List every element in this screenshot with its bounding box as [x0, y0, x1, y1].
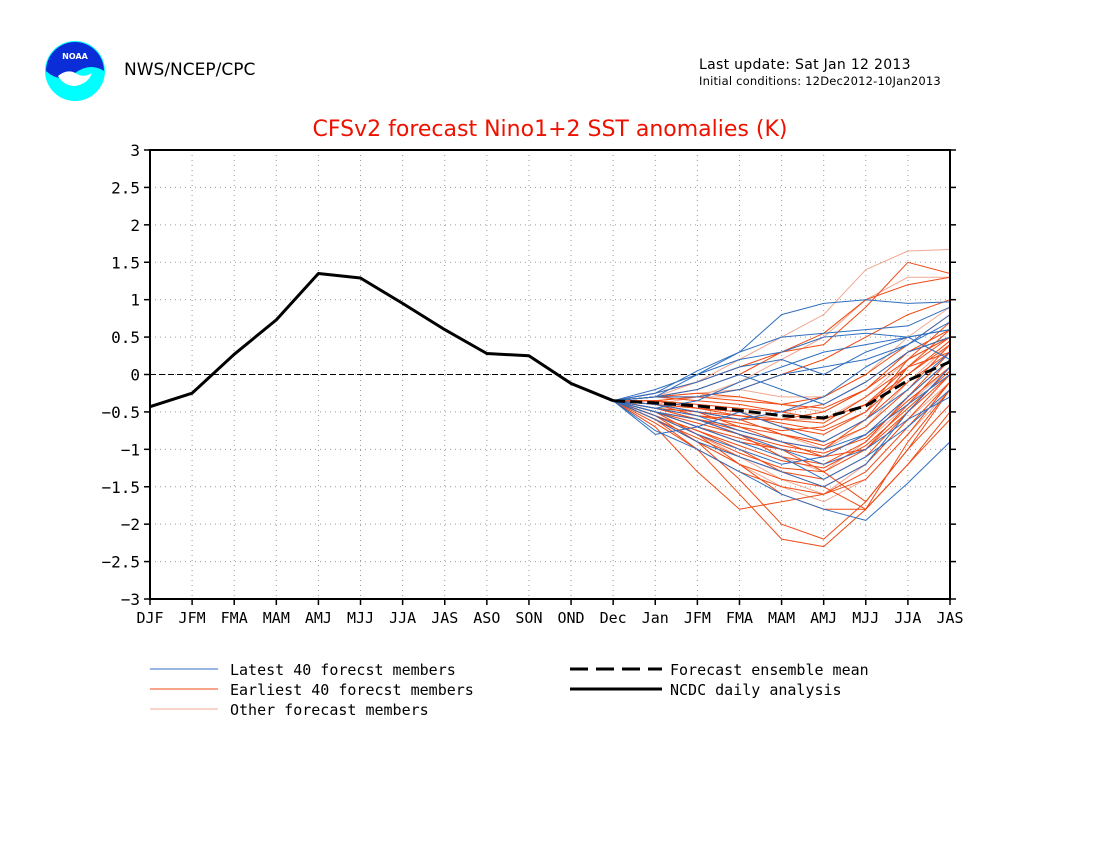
- x-tick-label: JAS: [431, 609, 458, 627]
- legend-label: Forecast ensemble mean: [670, 661, 869, 679]
- latest-member-line: [613, 321, 951, 420]
- x-tick-label: SON: [515, 609, 542, 627]
- last-update-text: Last update: Sat Jan 12 2013: [699, 57, 911, 73]
- ensemble-mean-line: [613, 360, 951, 420]
- earliest-member-line: [613, 351, 951, 443]
- x-tick-label: FMA: [221, 609, 248, 627]
- x-tick-label: ASO: [473, 609, 500, 627]
- series-layer: [149, 272, 951, 420]
- x-tick-label: AMJ: [305, 609, 332, 627]
- latest-member-line: [613, 374, 951, 450]
- latest-member-line: [613, 336, 951, 405]
- earliest-member-line: [613, 366, 951, 454]
- earliest-member-line: [612, 381, 951, 495]
- latest-member-line: [612, 351, 951, 443]
- latest-member-line: [613, 329, 951, 409]
- organization-label: NWS/NCEP/CPC: [124, 60, 256, 80]
- x-tick-label: MJJ: [852, 609, 879, 627]
- y-tick-label: −2: [121, 515, 140, 534]
- legend-label: Other forecast members: [230, 701, 429, 719]
- x-tick-label: Jan: [642, 609, 669, 627]
- x-tick-label: JFM: [684, 609, 711, 627]
- x-tick-label: JFM: [179, 609, 206, 627]
- x-tick-label: JAS: [936, 609, 963, 627]
- latest-member-line: [613, 336, 951, 402]
- x-tick-label: JJA: [894, 609, 921, 627]
- earliest-member-line: [613, 370, 951, 469]
- y-tick-label: −0.5: [101, 403, 140, 422]
- y-tick-label: −3: [121, 590, 140, 609]
- noaa-logo-text: NOAA: [62, 52, 88, 61]
- x-tick-label: MAM: [768, 609, 795, 627]
- y-tick-label: 2.5: [111, 178, 140, 197]
- y-tick-label: −2.5: [101, 553, 140, 572]
- y-tick-label: −1: [121, 440, 140, 459]
- y-tick-label: 1.5: [111, 253, 140, 272]
- noaa-logo: NOAA: [45, 41, 105, 101]
- analysis-line: [149, 272, 614, 409]
- earliest-member-line: [612, 381, 951, 510]
- x-tick-label: Dec: [600, 609, 627, 627]
- legend-label: Earliest 40 forecst members: [230, 681, 474, 699]
- legend: Latest 40 forecst members Forecast ensemb…: [150, 661, 869, 719]
- x-tick-label: JJA: [389, 609, 416, 627]
- earliest-member-line: [613, 336, 951, 432]
- x-tick-label: DJF: [136, 609, 163, 627]
- latest-member-line: [612, 400, 951, 521]
- x-tick-label: FMA: [726, 609, 753, 627]
- latest-member-line: [613, 359, 951, 465]
- earliest-member-line: [613, 351, 951, 424]
- y-tick-label: 3: [130, 141, 140, 160]
- legend-label: NCDC daily analysis: [670, 681, 842, 699]
- y-tick-label: 1: [130, 291, 140, 310]
- ensemble-members-layer: [612, 249, 951, 548]
- x-tick-label: AMJ: [810, 609, 837, 627]
- x-tick-label: MJJ: [347, 609, 374, 627]
- latest-member-line: [613, 389, 951, 480]
- chart-title: CFSv2 forecast Nino1+2 SST anomalies (K): [313, 117, 788, 142]
- grid-layer: [150, 150, 950, 599]
- legend-label: Latest 40 forecst members: [230, 661, 456, 679]
- y-tick-label: −1.5: [101, 478, 140, 497]
- latest-member-line: [613, 314, 951, 402]
- x-tick-label: MAM: [263, 609, 290, 627]
- other-member-line: [613, 381, 951, 495]
- latest-member-line: [612, 366, 951, 488]
- x-tick-label: OND: [558, 609, 585, 627]
- initial-conditions-text: Initial conditions: 12Dec2012-10Jan2013: [699, 74, 941, 88]
- y-tick-label: 0.5: [111, 328, 140, 347]
- y-tick-label: 2: [130, 216, 140, 235]
- y-tick-label: 0: [130, 366, 140, 385]
- latest-member-line: [613, 299, 951, 402]
- latest-member-line: [613, 329, 951, 402]
